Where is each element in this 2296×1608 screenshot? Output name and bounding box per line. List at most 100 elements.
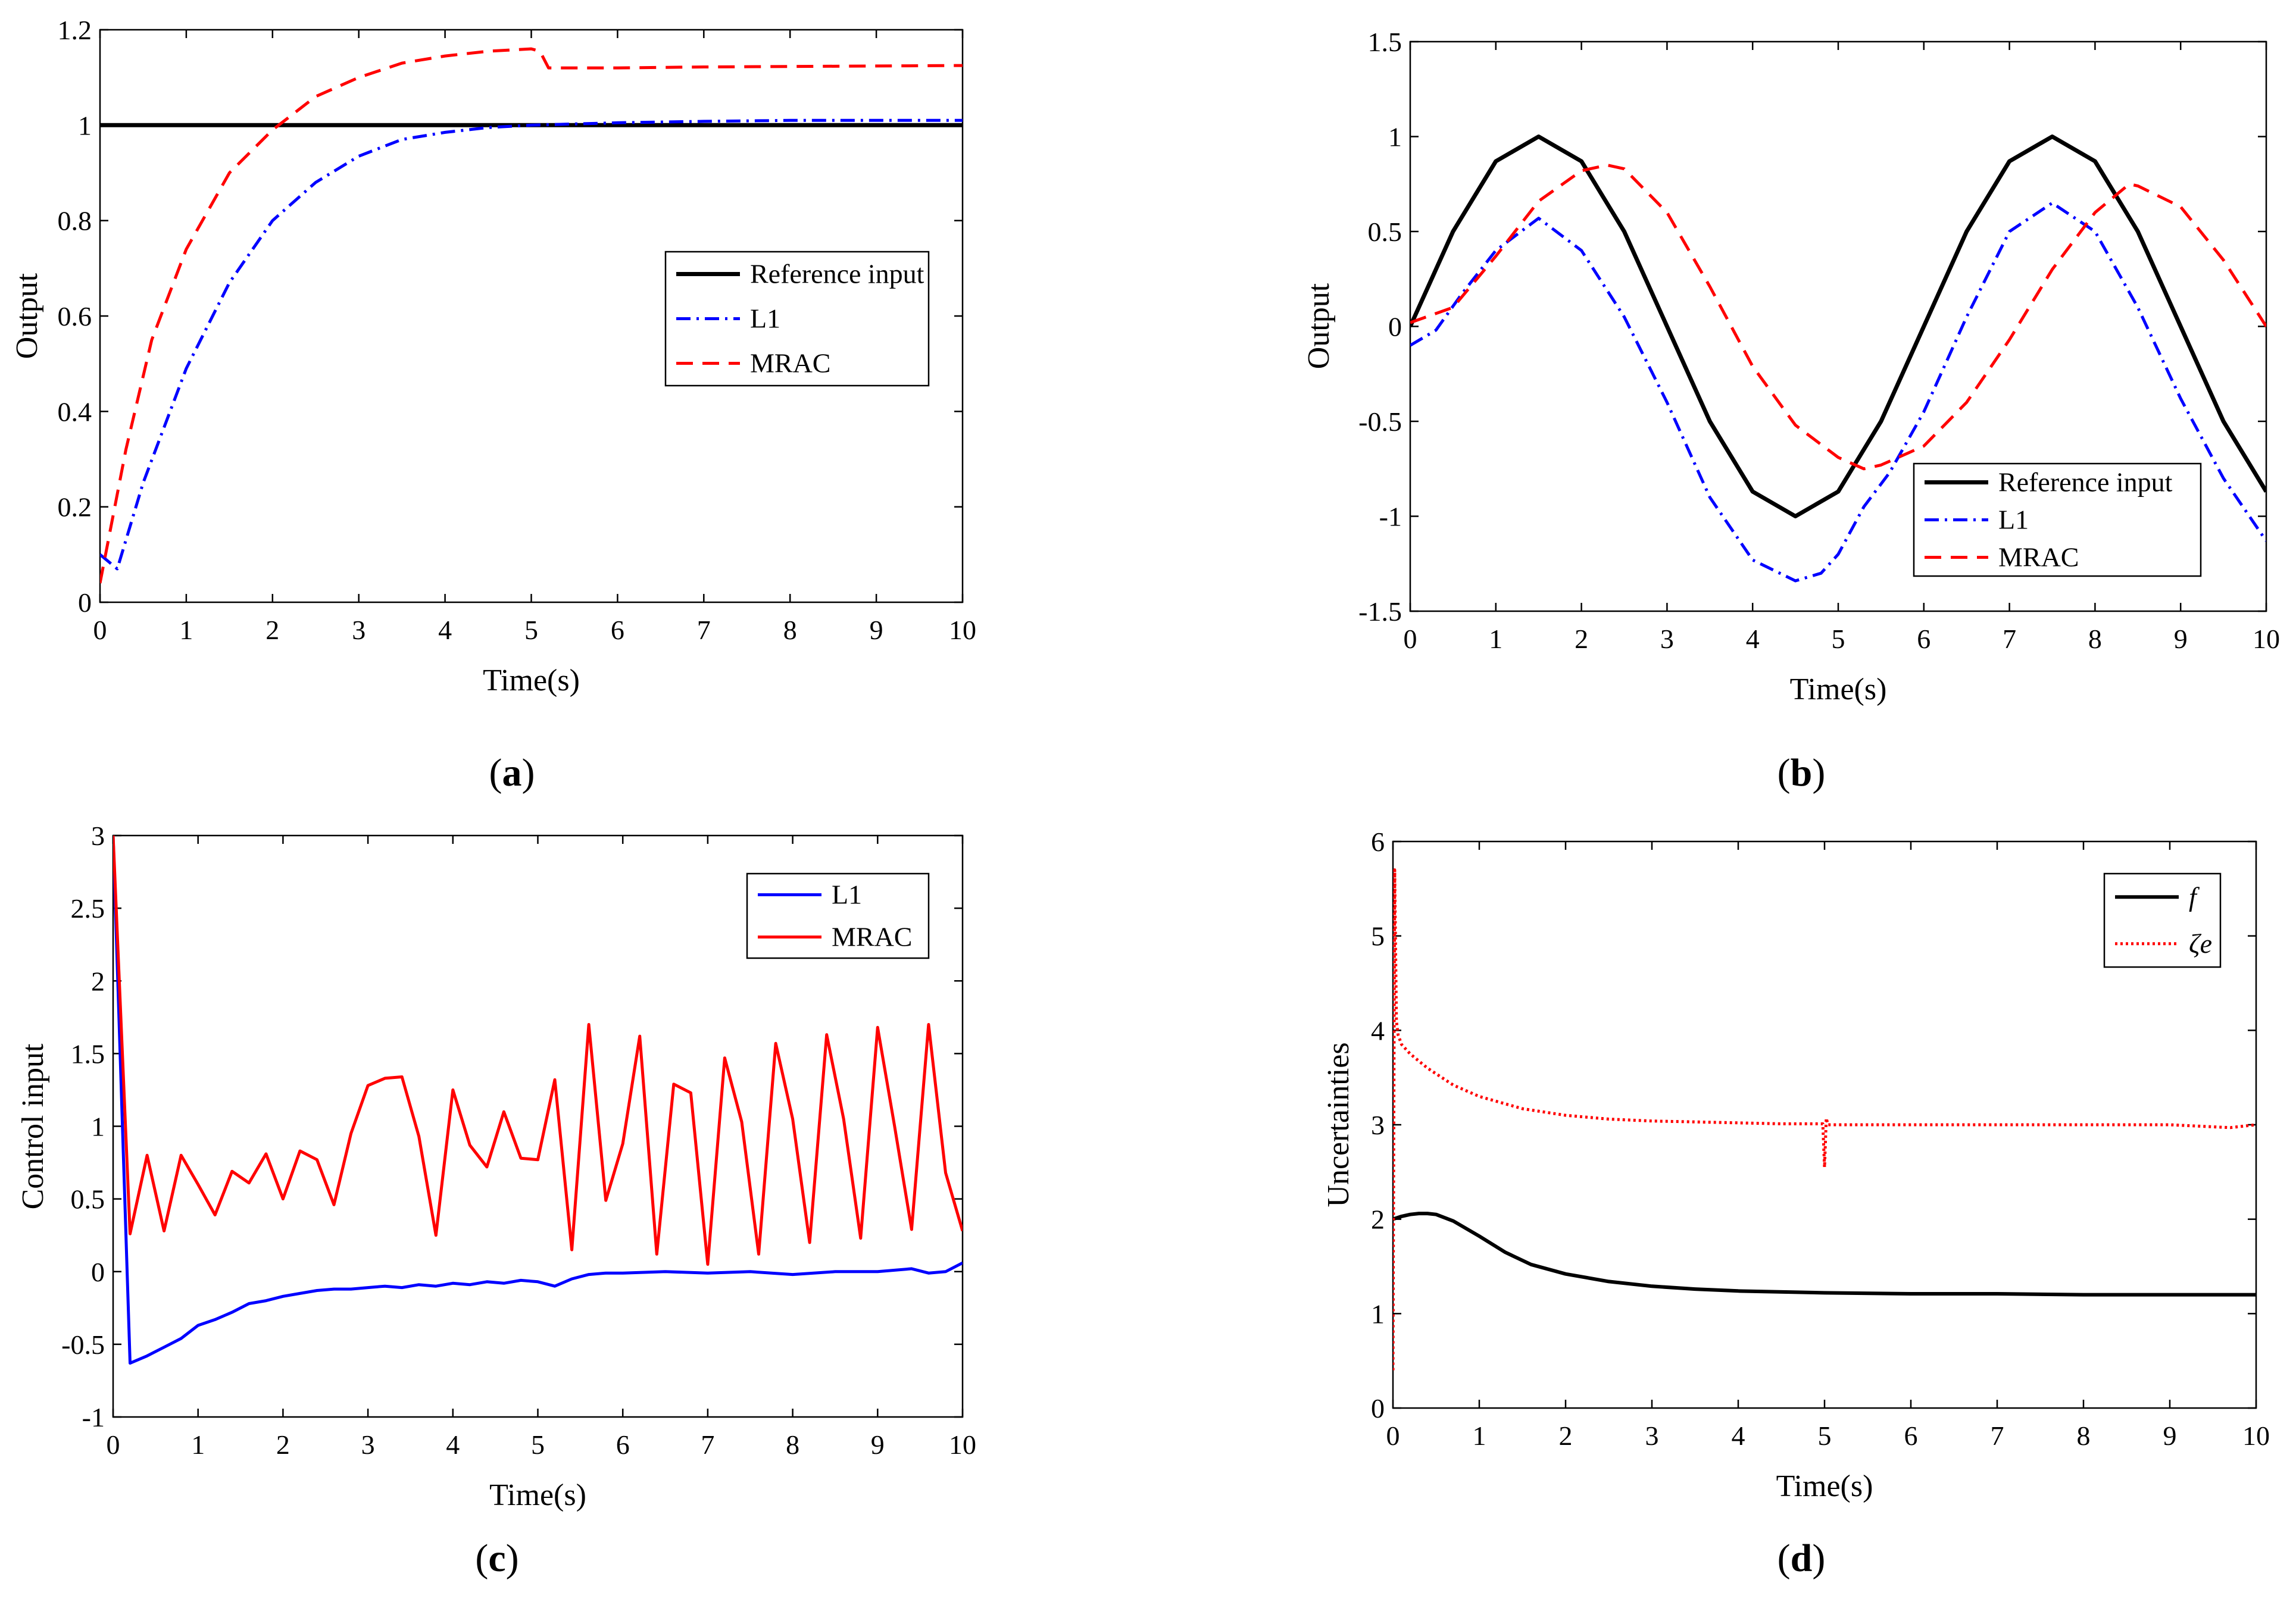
legend: L1 MRAC xyxy=(746,872,930,959)
panel-b: 0 1 2 3 4 5 6 7 8 9 10 -1.5 -1 -0.5 0 0.5 1 1.5 Time(s) Out… xyxy=(1302,27,2280,794)
y-tick-label: 2.5 xyxy=(71,893,105,924)
x-tick-label: 8 xyxy=(2077,1421,2091,1451)
y-tick-label: 3 xyxy=(91,821,105,851)
y-tick-label: 1.5 xyxy=(71,1038,105,1069)
x-tick-label: 4 xyxy=(438,615,452,645)
x-tick-label: 4 xyxy=(1746,624,1760,654)
y-tick-label: -1 xyxy=(82,1402,105,1432)
y-tick-label: 0.6 xyxy=(58,301,92,331)
legend: Reference input L1 MRAC xyxy=(1913,462,2202,577)
x-tick-label: 10 xyxy=(949,615,976,645)
y-tick-label: 1.5 xyxy=(1368,27,1402,57)
y-tick-label: 0.2 xyxy=(58,492,92,523)
x-tick-label: 1 xyxy=(1489,624,1502,654)
legend-label-mrac: MRAC xyxy=(832,922,912,952)
series-line-mrac xyxy=(113,836,963,1266)
x-tick-label: 3 xyxy=(1660,624,1674,654)
x-tick-label: 4 xyxy=(1732,1421,1745,1451)
y-tick-label: 1 xyxy=(78,110,92,140)
y-tick-label: 0.4 xyxy=(58,396,92,427)
x-tick-label: 8 xyxy=(783,615,797,645)
legend-label-zeta: ζe xyxy=(2189,928,2212,959)
y-tick-label: 1 xyxy=(1371,1299,1385,1329)
y-tick-label: -1.5 xyxy=(1358,596,1402,627)
x-tick-label: 0 xyxy=(1404,624,1417,654)
x-tick-label: 0 xyxy=(107,1429,120,1460)
x-tick-label: 10 xyxy=(2253,624,2280,654)
series-line-l1 xyxy=(1410,201,2266,583)
x-tick-label: 2 xyxy=(1575,624,1588,654)
panel-caption: (d) xyxy=(1778,1537,1826,1580)
legend-box xyxy=(2103,872,2222,968)
y-tick-label: 1.2 xyxy=(58,15,92,45)
x-tick-label: 5 xyxy=(531,1429,545,1460)
y-axis-label: Output xyxy=(1302,283,1336,369)
x-tick-label: 6 xyxy=(1904,1421,1918,1451)
x-tick-label: 1 xyxy=(191,1429,205,1460)
y-tick-label: 5 xyxy=(1371,921,1385,952)
panel-caption: (b) xyxy=(1778,751,1826,794)
y-tick-label: -0.5 xyxy=(61,1329,105,1360)
y-tick-label: 4 xyxy=(1371,1015,1385,1046)
x-tick-label: 7 xyxy=(2003,624,2016,654)
x-tick-label: 6 xyxy=(1917,624,1930,654)
x-tick-label: 0 xyxy=(1386,1421,1400,1451)
x-tick-label: 7 xyxy=(701,1429,714,1460)
legend-label-l1: L1 xyxy=(750,304,780,334)
series-line-l1 xyxy=(100,118,963,571)
legend-label-l1: L1 xyxy=(832,880,862,910)
y-tick-label: -1 xyxy=(1379,502,1402,532)
x-tick-label: 10 xyxy=(949,1429,976,1460)
x-axis-label: Time(s) xyxy=(489,1478,586,1512)
x-tick-label: 6 xyxy=(611,615,624,645)
legend-label-mrac: MRAC xyxy=(1998,542,2079,573)
y-tick-label: 2 xyxy=(91,966,105,996)
series-line-reference xyxy=(1410,134,2266,518)
x-tick-label: 2 xyxy=(265,615,279,645)
legend-label-l1: L1 xyxy=(1998,505,2029,535)
legend: Reference input L1 MRAC xyxy=(664,251,930,387)
series-line-mrac xyxy=(100,47,963,584)
x-axis-label: Time(s) xyxy=(1790,672,1887,706)
series-line-mrac xyxy=(1410,163,2266,471)
series-line-zeta xyxy=(1393,868,2256,1371)
x-tick-label: 1 xyxy=(1473,1421,1486,1451)
x-tick-label: 1 xyxy=(179,615,193,645)
y-tick-label: 6 xyxy=(1371,827,1385,857)
panel-a: 0 1 2 3 4 5 6 7 8 9 10 0 0.2 0.4 0.6 0.8 1 1.2 Time(s) Outp… xyxy=(10,15,976,794)
x-tick-label: 9 xyxy=(870,615,883,645)
legend: fζe xyxy=(2103,872,2222,968)
series-line-l1 xyxy=(113,836,963,1365)
x-tick-label: 2 xyxy=(1559,1421,1573,1451)
x-tick-label: 9 xyxy=(2174,624,2188,654)
y-axis-label: Control input xyxy=(16,1043,50,1209)
x-tick-label: 8 xyxy=(2088,624,2102,654)
y-tick-label: 0 xyxy=(78,587,92,618)
legend-label-reference: Reference input xyxy=(750,259,924,289)
x-tick-label: 5 xyxy=(524,615,538,645)
x-tick-label: 0 xyxy=(93,615,107,645)
y-tick-label: 0.5 xyxy=(71,1184,105,1215)
legend-box xyxy=(746,872,930,959)
y-tick-label: 0 xyxy=(1388,312,1402,342)
y-tick-label: 0.5 xyxy=(1368,217,1402,247)
y-tick-label: 0 xyxy=(1371,1393,1385,1424)
x-tick-label: 5 xyxy=(1818,1421,1832,1451)
x-tick-label: 4 xyxy=(446,1429,460,1460)
x-tick-label: 7 xyxy=(697,615,711,645)
panel-caption: (c) xyxy=(475,1537,518,1580)
x-axis-label: Time(s) xyxy=(483,664,580,697)
y-tick-label: 2 xyxy=(1371,1205,1385,1235)
x-tick-label: 6 xyxy=(616,1429,630,1460)
series-line-f xyxy=(1393,1212,2256,1297)
x-tick-label: 8 xyxy=(786,1429,799,1460)
y-tick-label: 0 xyxy=(91,1257,105,1287)
panel-caption: (a) xyxy=(489,751,535,794)
y-tick-label: 3 xyxy=(1371,1110,1385,1140)
x-tick-label: 3 xyxy=(352,615,366,645)
panel-c: 0 1 2 3 4 5 6 7 8 9 10 -1 -0.5 0 0.5 1 1.5 2 2.5 3 Time(s) Co… xyxy=(16,821,976,1580)
x-tick-label: 2 xyxy=(276,1429,290,1460)
x-tick-label: 3 xyxy=(361,1429,375,1460)
y-tick-label: 1 xyxy=(91,1112,105,1142)
y-axis-label: Uncertainties xyxy=(1322,1042,1355,1207)
